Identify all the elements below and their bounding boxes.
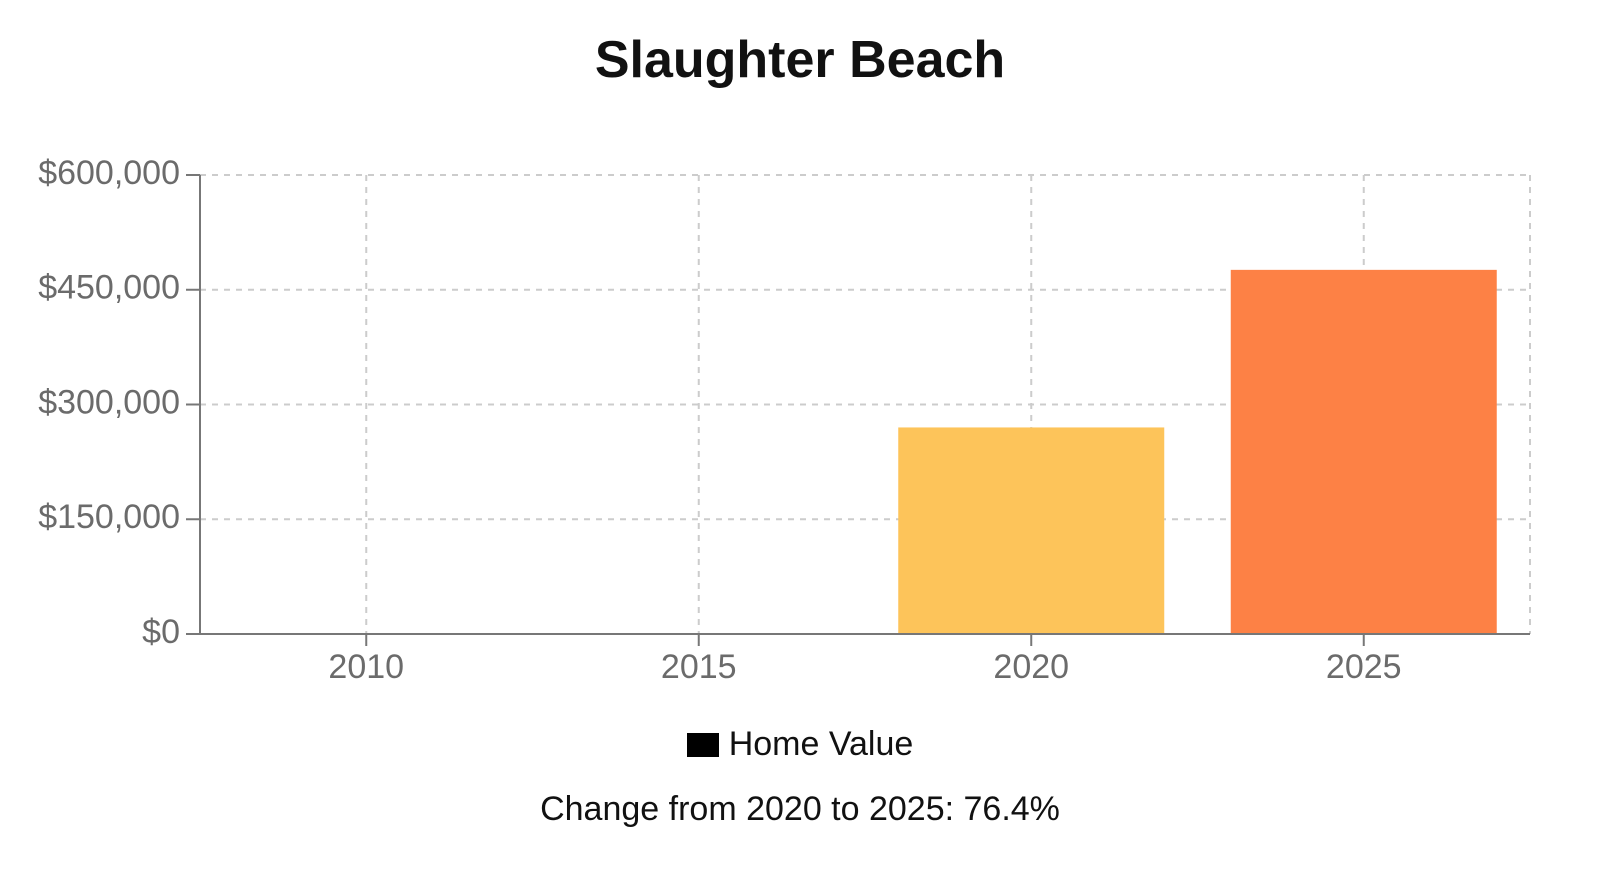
bar-2020: [898, 427, 1165, 634]
y-tick-label: $600,000: [38, 154, 180, 192]
change-annotation: Change from 2020 to 2025: 76.4%: [540, 790, 1060, 828]
x-tick-label: 2025: [1326, 648, 1402, 686]
x-tick-label: 2015: [661, 648, 737, 686]
x-axis-ticks: 2010 2015 2020 2025: [328, 634, 1402, 686]
y-tick-label: $450,000: [38, 269, 180, 307]
y-tick-label: $300,000: [38, 383, 180, 421]
y-axis-ticks: $0 $150,000 $300,000 $450,000 $600,000: [38, 154, 200, 651]
chart-title: Slaughter Beach: [594, 31, 1006, 89]
bars: [898, 269, 1497, 634]
x-tick-label: 2010: [328, 648, 404, 686]
y-tick-label: $0: [142, 613, 180, 651]
legend-swatch: [686, 732, 719, 757]
legend[interactable]: Home Value: [0, 725, 1600, 764]
y-tick-label: $150,000: [38, 498, 180, 536]
legend-label: Home Value: [728, 725, 914, 763]
bar-2025: [1230, 269, 1497, 634]
x-tick-label: 2020: [993, 648, 1069, 686]
